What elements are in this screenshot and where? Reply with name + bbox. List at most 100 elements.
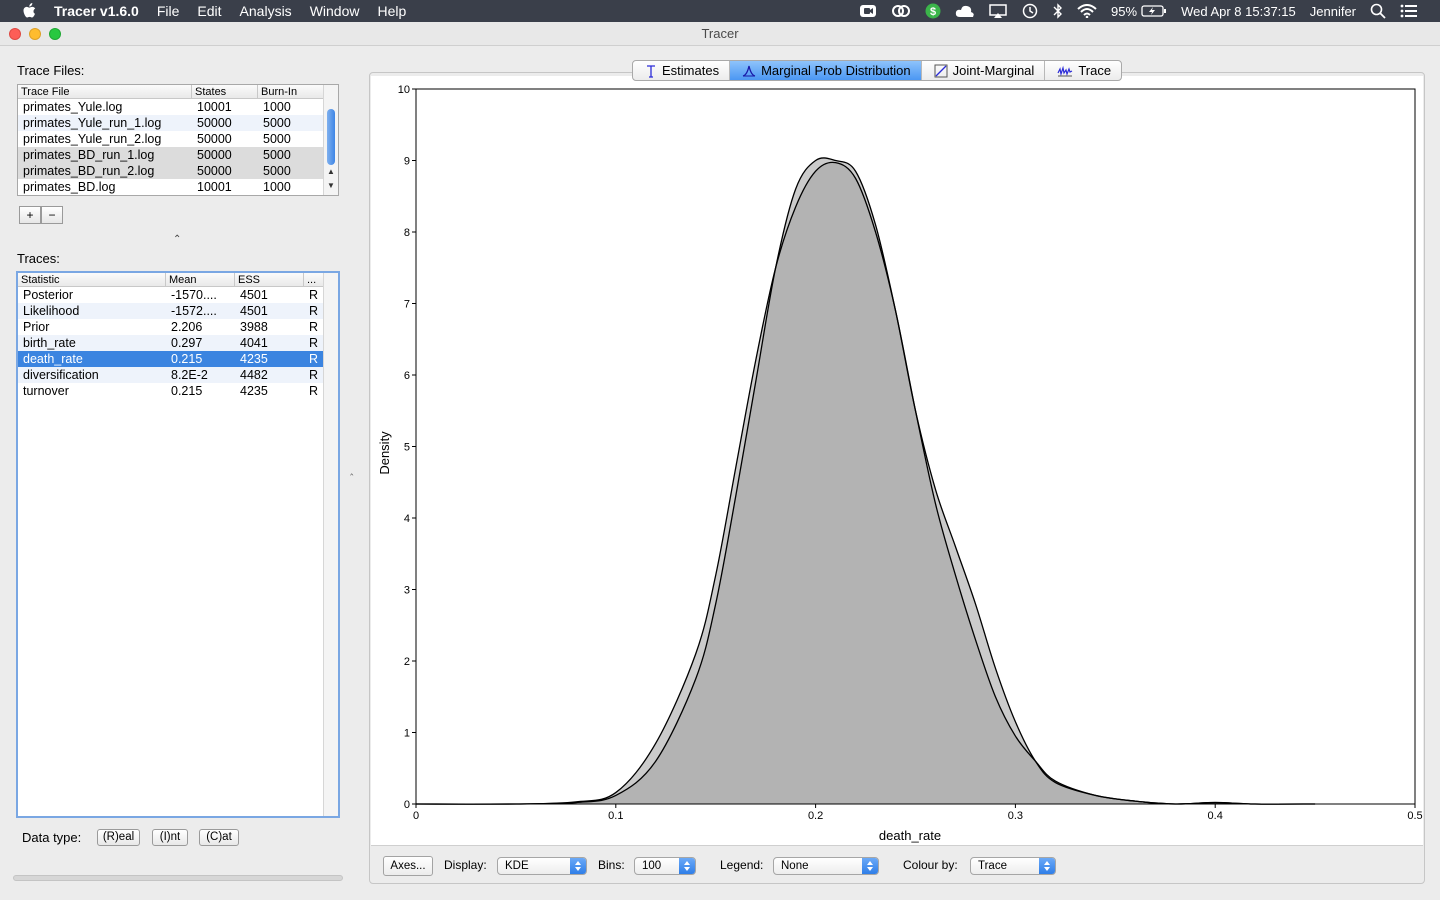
bins-select-value: 100 <box>642 860 662 872</box>
y-tick-label: 8 <box>404 227 410 239</box>
scroll-down-icon[interactable]: ▼ <box>327 181 335 190</box>
menu-window[interactable]: Window <box>309 3 360 19</box>
remove-trace-file-button[interactable]: − <box>41 206 63 224</box>
trace-mean: 8.2E-2 <box>171 368 208 382</box>
column-header-mean[interactable]: Mean <box>166 273 235 286</box>
legend-select[interactable]: None <box>773 857 879 875</box>
menu-file[interactable]: File <box>156 3 180 19</box>
y-tick-label: 10 <box>398 84 410 96</box>
video-icon[interactable] <box>859 4 877 18</box>
traces-scrollbar[interactable] <box>323 273 338 816</box>
int-type-button[interactable]: (I)nt <box>152 829 188 846</box>
trace-files-table[interactable]: Trace File States Burn-In primates_Yule.… <box>17 84 339 196</box>
trace-file-burn-in[interactable]: 1000 <box>263 180 291 194</box>
tab-estimates[interactable]: Estimates <box>633 61 731 80</box>
column-header-burn-in[interactable]: Burn-In <box>258 85 324 98</box>
airplay-icon[interactable] <box>989 4 1007 18</box>
trace-row[interactable]: Prior 2.206 3988 R <box>18 319 338 335</box>
trace-file-burn-in[interactable]: 5000 <box>263 164 291 178</box>
column-header-trace-file[interactable]: Trace File <box>18 85 192 98</box>
close-window-button[interactable] <box>9 28 21 40</box>
battery-icon[interactable] <box>1141 4 1167 18</box>
traces-label: Traces: <box>17 251 60 266</box>
display-select[interactable]: KDE <box>497 857 587 875</box>
trace-row[interactable]: turnover 0.215 4235 R <box>18 383 338 399</box>
trace-file-burn-in[interactable]: 5000 <box>263 132 291 146</box>
trace-row[interactable]: birth_rate 0.297 4041 R <box>18 335 338 351</box>
trace-row[interactable]: Likelihood -1572.... 4501 R <box>18 303 338 319</box>
x-tick-label: 0 <box>413 810 419 822</box>
trace-file-row[interactable]: primates_BD_run_1.log 50000 5000 <box>18 147 338 163</box>
trace-file-row[interactable]: primates_Yule.log 10001 1000 <box>18 99 338 115</box>
app-menu[interactable]: Tracer v1.6.0 <box>54 3 139 19</box>
search-icon[interactable] <box>1370 3 1386 19</box>
split-collapse-icon[interactable]: ⌃ <box>173 234 182 245</box>
scrollbar-thumb[interactable] <box>327 109 335 165</box>
zoom-window-button[interactable] <box>49 28 61 40</box>
trace-statistic: birth_rate <box>23 336 76 350</box>
wifi-icon[interactable] <box>1077 4 1097 18</box>
tab-marginal-prob-distribution[interactable]: Marginal Prob Distribution <box>730 61 922 80</box>
trace-type: R <box>309 288 319 302</box>
x-tick-label: 0.2 <box>808 810 823 822</box>
trace-file-states: 50000 <box>197 132 232 146</box>
trace-icon <box>1057 65 1073 77</box>
trace-file-row[interactable]: primates_Yule_run_1.log 50000 5000 <box>18 115 338 131</box>
creative-cloud-icon[interactable] <box>891 4 911 18</box>
menu-help[interactable]: Help <box>377 3 407 19</box>
trace-file-states: 50000 <box>197 164 232 178</box>
cat-type-button[interactable]: (C)at <box>199 829 239 846</box>
column-header-type[interactable]: ... <box>304 273 324 286</box>
time-machine-icon[interactable] <box>1021 3 1039 19</box>
traces-table[interactable]: Statistic Mean ESS ... Posterior -1570..… <box>16 271 340 818</box>
density-area-2 <box>416 162 1316 805</box>
display-label: Display: <box>444 858 487 872</box>
axes-button[interactable]: Axes... <box>383 856 433 876</box>
trace-row[interactable]: Posterior -1570.... 4501 R <box>18 287 338 303</box>
menu-edit[interactable]: Edit <box>197 3 222 19</box>
column-header-ess[interactable]: ESS <box>235 273 304 286</box>
bins-select[interactable]: 100 <box>634 857 696 875</box>
split-divider-icon[interactable]: ‸ <box>350 465 354 476</box>
clock[interactable]: Wed Apr 8 15:37:15 <box>1181 3 1296 19</box>
trace-file-row[interactable]: primates_Yule_run_2.log 50000 5000 <box>18 131 338 147</box>
colour-by-select[interactable]: Trace <box>970 857 1056 875</box>
colour-by-select-value: Trace <box>978 860 1007 872</box>
bluetooth-icon[interactable] <box>1053 3 1063 19</box>
trace-files-scrollbar[interactable]: ▲ ▼ <box>323 85 338 195</box>
trace-type: R <box>309 384 319 398</box>
y-tick-label: 3 <box>404 585 410 597</box>
tab-trace[interactable]: Trace <box>1045 61 1121 80</box>
scroll-up-icon[interactable]: ▲ <box>327 167 335 176</box>
trace-file-burn-in[interactable]: 5000 <box>263 148 291 162</box>
trace-file-name: primates_Yule_run_2.log <box>23 132 162 146</box>
trace-file-burn-in[interactable]: 5000 <box>263 116 291 130</box>
trace-file-row[interactable]: primates_BD_run_2.log 50000 5000 <box>18 163 338 179</box>
horizontal-scrollbar[interactable] <box>13 875 343 881</box>
add-trace-file-button[interactable]: + <box>19 206 41 224</box>
trace-file-row[interactable]: primates_BD.log 10001 1000 <box>18 179 338 195</box>
trace-row-selected[interactable]: death_rate 0.215 4235 R <box>18 351 338 367</box>
tab-estimates-label: Estimates <box>662 63 720 78</box>
data-type-label: Data type: <box>22 830 82 845</box>
real-type-button[interactable]: (R)eal <box>97 829 140 846</box>
menu-analysis[interactable]: Analysis <box>239 3 292 19</box>
tab-joint-marginal-label: Joint-Marginal <box>952 63 1035 78</box>
window-title: Tracer <box>701 26 739 41</box>
tab-joint-marginal[interactable]: Joint-Marginal <box>922 61 1046 80</box>
x-tick-label: 0.1 <box>608 810 623 822</box>
cloud-icon[interactable] <box>955 4 975 18</box>
trace-file-burn-in[interactable]: 1000 <box>263 100 291 114</box>
control-center-icon[interactable] <box>1400 4 1418 18</box>
y-tick-label: 2 <box>404 656 410 668</box>
trace-statistic: death_rate <box>23 352 83 366</box>
trace-type: R <box>309 368 319 382</box>
column-header-states[interactable]: States <box>192 85 258 98</box>
plot-controls: Axes... Display: KDE Bins: 100 Legend: N… <box>371 848 1423 882</box>
minimize-window-button[interactable] <box>29 28 41 40</box>
user-name[interactable]: Jennifer <box>1309 3 1356 19</box>
column-header-statistic[interactable]: Statistic <box>18 273 166 286</box>
trace-row[interactable]: diversification 8.2E-2 4482 R <box>18 367 338 383</box>
apple-icon[interactable] <box>20 2 38 20</box>
dollar-icon[interactable]: $ <box>925 3 941 19</box>
